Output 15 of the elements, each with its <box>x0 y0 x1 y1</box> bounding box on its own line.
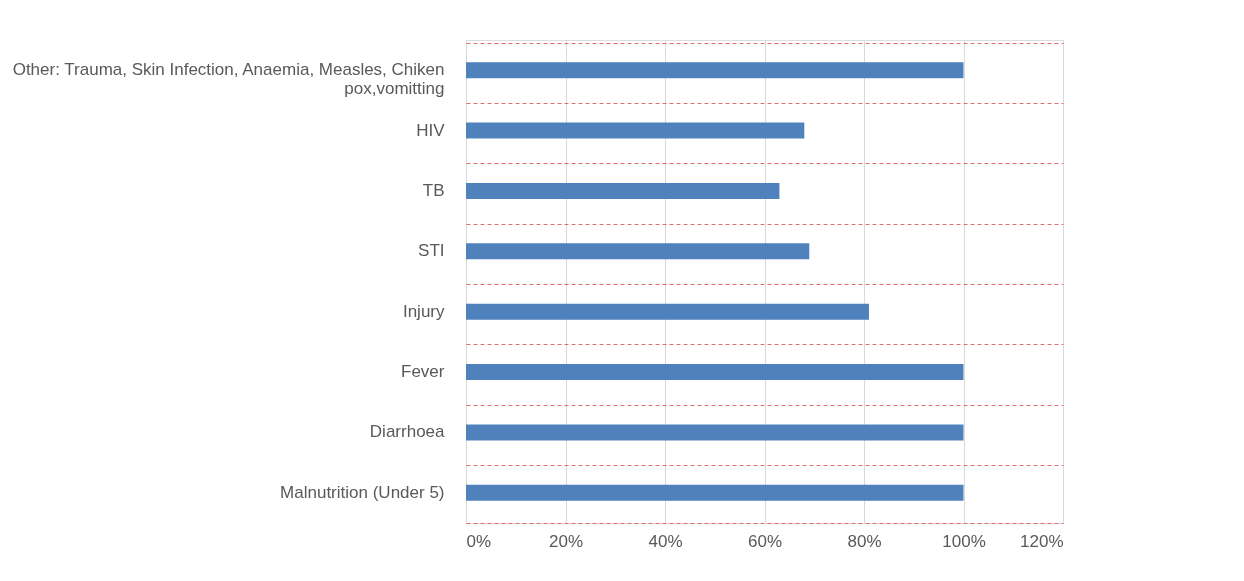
y-tick-label: HIV <box>416 120 446 140</box>
y-tick-label: TB <box>422 180 445 200</box>
y-tick-label: Other: Trauma, Skin Infection, Anaemia, Measles, Chiken pox,vomitting <box>12 60 445 99</box>
x-tick-label: 120% <box>1020 531 1064 551</box>
y-tick-label: Fever <box>401 362 445 382</box>
x-tick-label: 40% <box>648 531 683 551</box>
y-tick-label: Diarrhoea <box>369 422 446 442</box>
x-tick-label: 20% <box>548 531 584 551</box>
x-tick-label: 100% <box>942 531 986 551</box>
x-tick-label: 60% <box>747 531 783 551</box>
y-tick-label: Malnutrition (Under 5) <box>280 482 445 502</box>
y-tick-label: STI <box>418 241 445 261</box>
y-tick-label: Injury <box>402 301 445 321</box>
x-tick-label: 0% <box>466 531 492 551</box>
x-tick-label: 80% <box>847 531 882 551</box>
